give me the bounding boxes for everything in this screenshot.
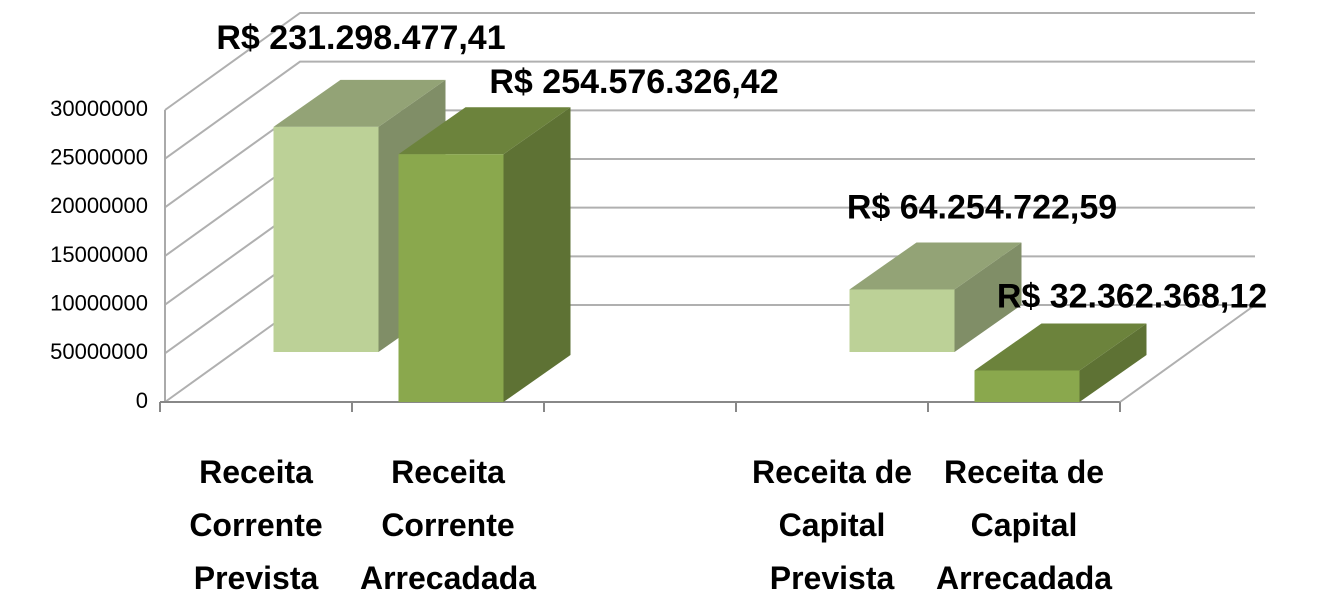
chart: 0 50000000 10000000 15000000 20000000 2500000…	[50, 12, 1267, 413]
bar	[849, 289, 955, 352]
x-tick-label: Receita Corrente Prevista	[189, 454, 323, 596]
value-label: R$ 32.362.368,12	[997, 277, 1267, 315]
y-tick-label: 10000000	[50, 290, 148, 315]
x-tick-label: Receita de Capital Prevista	[751, 454, 913, 596]
value-label: R$ 231.298.477,41	[216, 19, 505, 57]
y-tick-label: 0	[136, 388, 148, 413]
value-label: R$ 254.576.326,42	[489, 63, 778, 101]
bar-side	[503, 107, 571, 402]
bar-top	[974, 323, 1147, 371]
y-tick-label: 20000000	[50, 193, 148, 218]
bar-side	[954, 242, 1022, 352]
x-tick-label: Receita de Capital Arrecadada	[935, 454, 1113, 596]
bar	[273, 126, 379, 353]
grid-line	[164, 60, 1255, 160]
bar-top	[398, 107, 571, 155]
bar-side	[1079, 323, 1147, 402]
y-tick-label: 50000000	[50, 339, 148, 364]
bar-top	[273, 79, 446, 127]
floor-edge	[1119, 304, 1256, 403]
y-tick-label: 30000000	[50, 96, 148, 121]
bar	[974, 370, 1080, 402]
grid-line	[164, 12, 1255, 111]
x-tick-label: Receita Corrente Arrecadada	[359, 454, 537, 596]
value-label: R$ 64.254.722,59	[847, 188, 1117, 226]
y-tick-label: 15000000	[50, 242, 148, 267]
y-tick-label: 25000000	[50, 144, 148, 169]
bar-top	[849, 242, 1022, 290]
page: {"chart_data": {"type": "bar3d", "catego…	[50, 12, 1268, 596]
bar	[398, 154, 504, 402]
